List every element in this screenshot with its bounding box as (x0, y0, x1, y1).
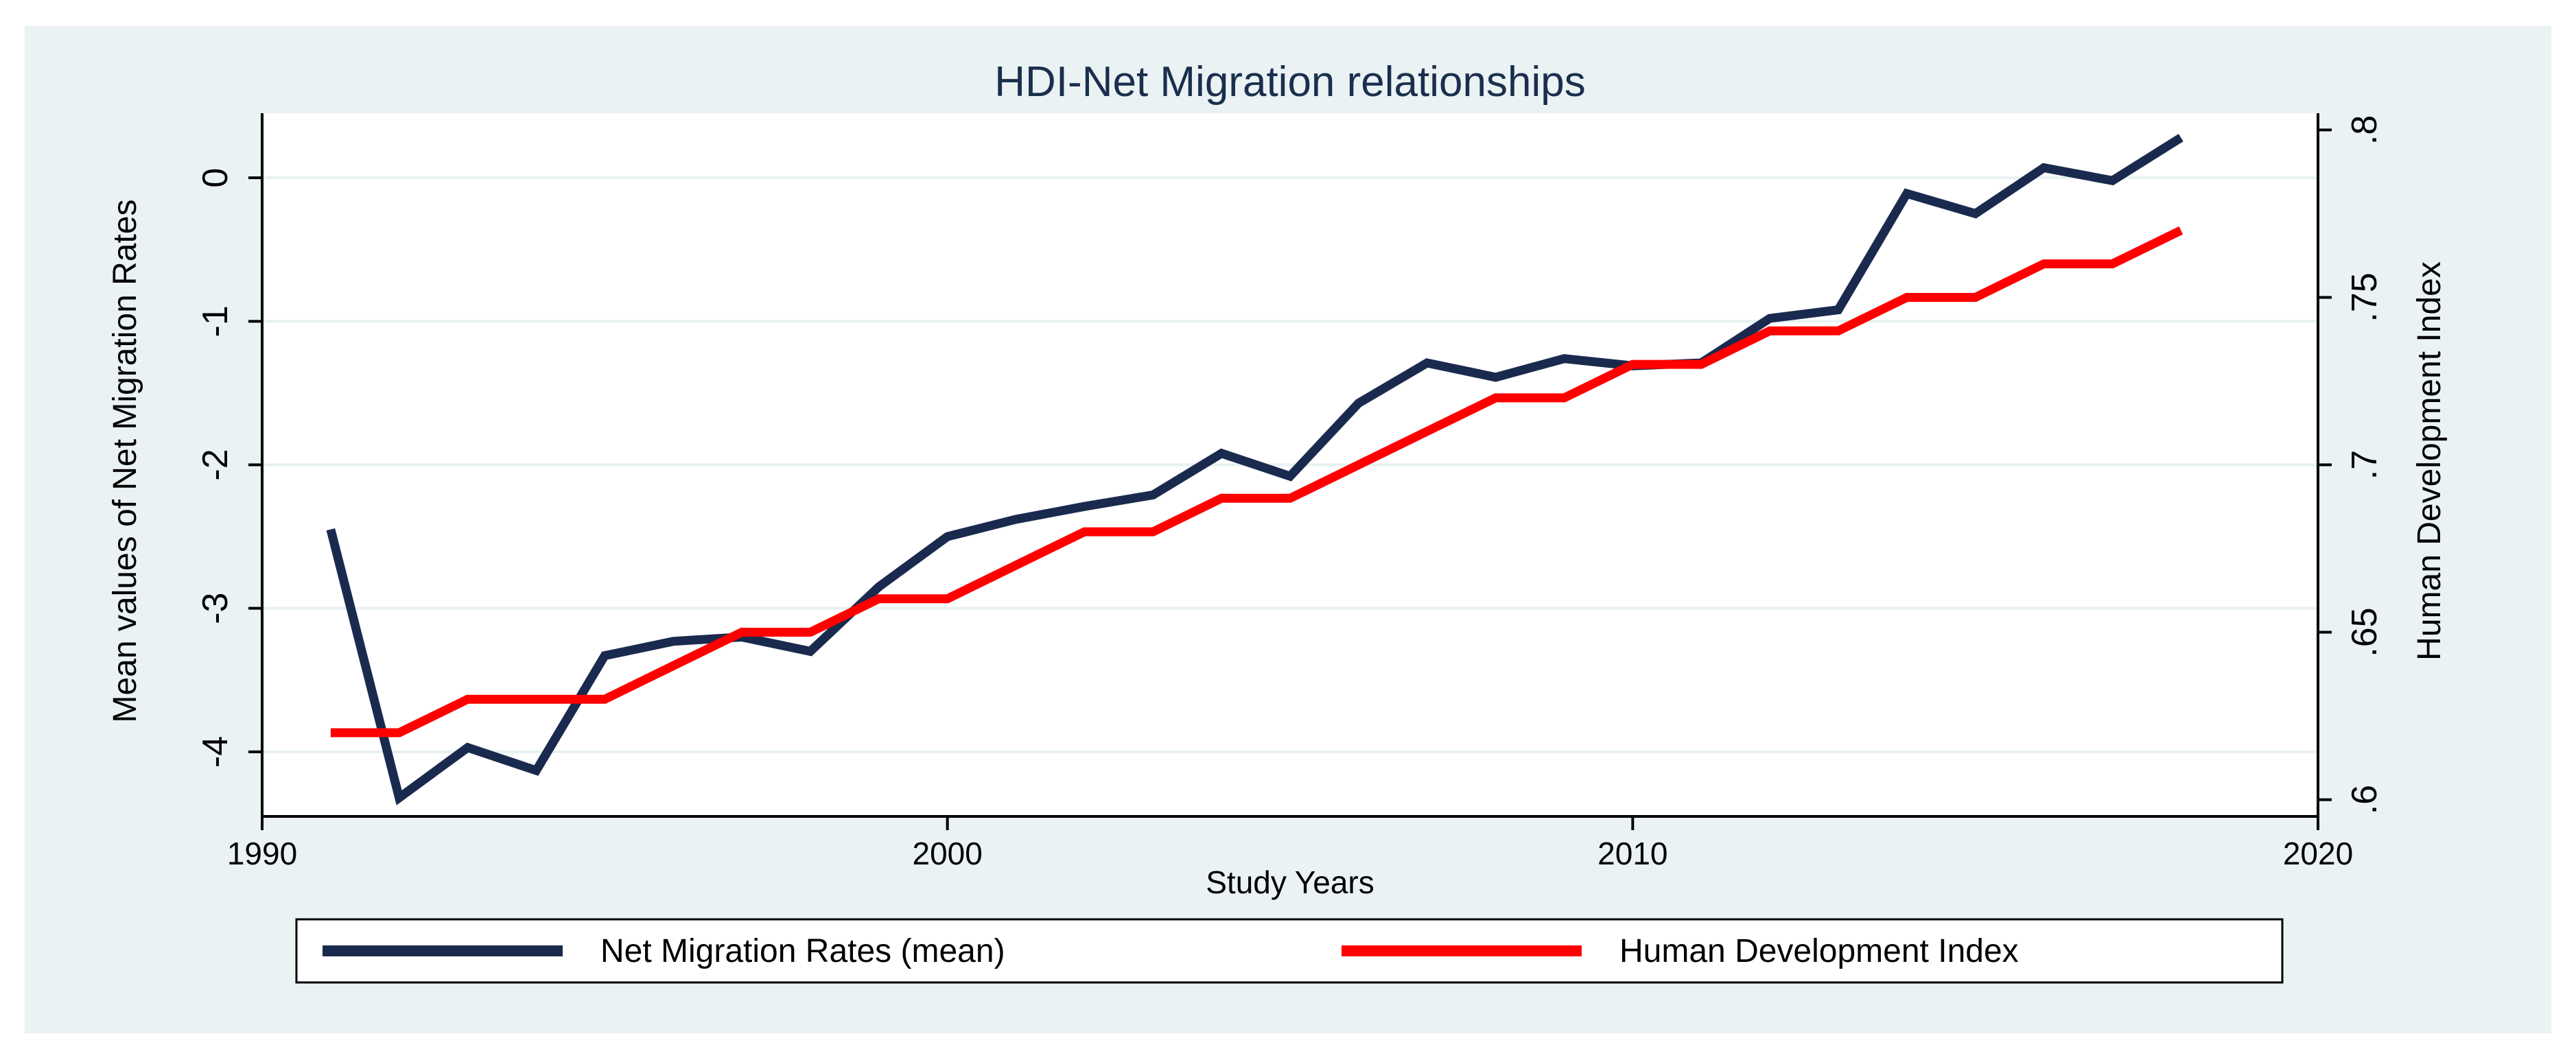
y-tick-label-left: -3 (196, 593, 235, 624)
x-tick-label: 2010 (1597, 836, 1667, 871)
series-line-net-migration (326, 134, 2183, 805)
y-axis-label-right: Human Development Index (2411, 261, 2448, 661)
x-tick-label: 2020 (2283, 836, 2353, 871)
axes-layer: 1990 2000 2010 2020 0 -1 -2 -3 -4 .6 .65 .7 .75 .8 (196, 113, 2385, 871)
y-tick-label-right: .6 (2345, 785, 2385, 814)
y-tick-label-left: -2 (196, 449, 235, 480)
y-tick-label-left: -1 (196, 305, 235, 337)
chart-title: HDI-Net Migration relationships (994, 58, 1585, 106)
y-tick-label-right: .8 (2345, 115, 2385, 145)
legend-box (295, 918, 2284, 984)
y-tick-label-left: -4 (196, 736, 235, 768)
x-tick-label: 1990 (227, 836, 297, 871)
y-tick-label-right: .65 (2345, 607, 2385, 657)
x-tick-label: 2000 (912, 836, 982, 871)
grid-layer (262, 176, 2318, 753)
x-axis-label: Study Years (1206, 864, 1374, 900)
y-tick-label-right: .7 (2345, 450, 2385, 480)
y-axis-label-left: Mean values of Net Migration Rates (107, 199, 143, 722)
series-layer (326, 134, 2183, 805)
y-tick-label-left: 0 (196, 168, 235, 188)
legend-label-hdi: Human Development Index (1619, 933, 2019, 969)
series-line-hdi (330, 226, 2183, 738)
legend-label-net-migration: Net Migration Rates (mean) (600, 933, 1005, 969)
legend: Net Migration Rates (mean) Human Develop… (295, 918, 2284, 984)
y-tick-label-right: .75 (2345, 272, 2385, 322)
